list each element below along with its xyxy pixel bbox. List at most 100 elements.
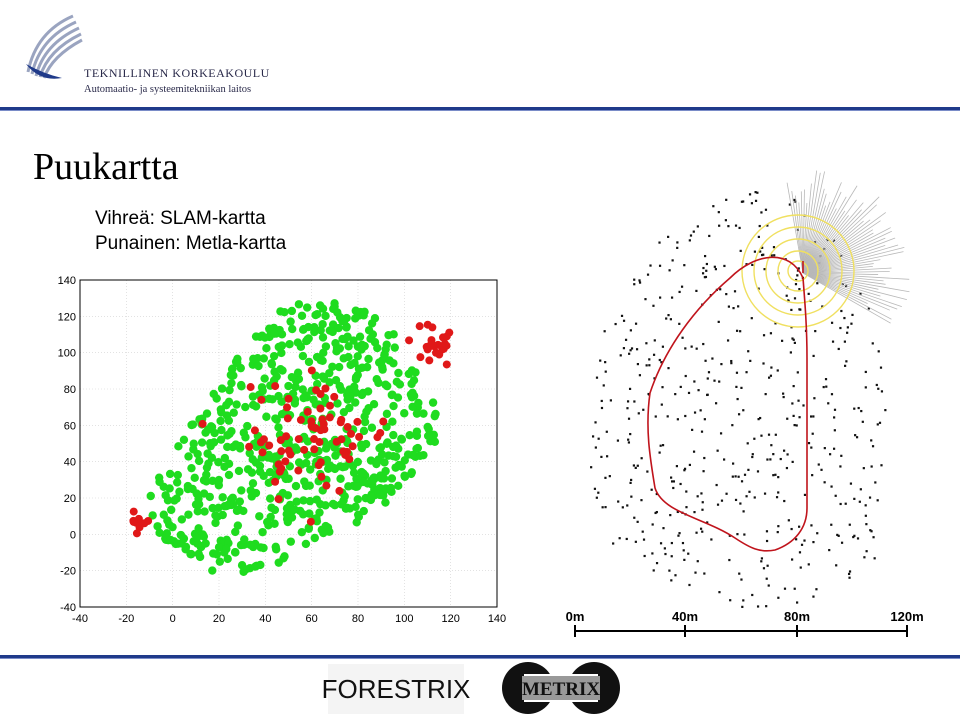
metla-point	[310, 435, 319, 444]
scan-tree-point	[786, 417, 789, 420]
scan-tree-point	[775, 496, 779, 499]
slam-point	[256, 560, 265, 570]
metrix-logo: METRIX	[502, 662, 620, 714]
scan-tree-point	[688, 463, 691, 467]
scan-tree-point	[792, 414, 795, 417]
scan-tree-point	[688, 239, 691, 242]
scan-ray	[802, 272, 907, 301]
scan-tree-point	[807, 442, 811, 445]
metla-point	[427, 341, 436, 350]
scan-tree-point	[783, 499, 786, 503]
slam-point	[194, 524, 203, 533]
metla-point	[283, 403, 292, 412]
metla-point	[271, 477, 280, 486]
scan-tree-point	[716, 503, 720, 506]
scan-ray	[802, 210, 846, 274]
slam-point	[359, 426, 369, 436]
scan-ray	[802, 272, 881, 297]
scan-tree-point	[759, 250, 762, 253]
sensor-circle	[787, 260, 809, 282]
scan-ray	[802, 215, 849, 274]
scan-tree-point	[865, 523, 868, 526]
slam-point	[318, 372, 327, 381]
slam-point	[319, 348, 328, 358]
x-tick-label: 0	[170, 613, 176, 625]
scan-tree-point	[735, 385, 738, 388]
slam-point	[400, 472, 410, 481]
slam-point	[272, 415, 281, 424]
scan-tree-point	[599, 359, 602, 362]
scan-tree-point	[756, 605, 760, 608]
plot-frame	[79, 279, 498, 608]
slam-point	[240, 535, 249, 544]
scan-tree-point	[871, 342, 874, 345]
scan-tree-point	[663, 547, 666, 550]
scan-tree-point	[776, 530, 779, 534]
slam-point	[408, 450, 417, 460]
scan-tree-point	[770, 444, 773, 447]
scan-tree-point	[648, 364, 651, 367]
slam-point	[246, 486, 255, 495]
scan-tree-point	[746, 442, 749, 445]
scan-tree-point	[620, 314, 624, 317]
scan-tree-point	[750, 317, 753, 320]
scan-tree-point	[871, 445, 875, 448]
scan-tree-point	[604, 506, 607, 509]
scan-tree-point	[767, 433, 771, 436]
scan-tree-point	[684, 374, 687, 378]
scan-tree-point	[655, 510, 658, 514]
chart-axes	[79, 279, 498, 608]
slam-point	[428, 398, 438, 407]
slam-point	[389, 330, 398, 339]
scan-tree-point	[798, 525, 801, 528]
slam-point	[214, 543, 224, 552]
scan-tree-point	[636, 464, 639, 467]
slam-point	[412, 409, 422, 418]
slam-point	[290, 505, 299, 514]
scan-tree-point	[786, 453, 789, 456]
metla-point	[308, 422, 317, 431]
scan-tree-point	[676, 510, 679, 514]
slam-point	[210, 428, 219, 438]
slam-point	[328, 327, 337, 337]
scan-tree-point	[777, 491, 780, 494]
slam-point	[390, 343, 399, 352]
slam-point	[236, 380, 246, 390]
scan-tree-point	[687, 552, 690, 555]
slam-point	[202, 409, 212, 418]
scan-ray	[802, 202, 864, 274]
slam-point	[263, 517, 272, 527]
scan-ray	[802, 272, 902, 308]
metla-point	[442, 332, 451, 341]
slam-point	[297, 311, 307, 320]
scan-tree-point	[754, 191, 757, 194]
metla-point	[246, 383, 255, 392]
y-tick-label: 100	[58, 348, 76, 360]
slam-point	[173, 539, 183, 548]
scan-tree-point	[692, 230, 695, 233]
scan-tree-point	[774, 322, 777, 325]
scan-tree-point	[658, 451, 661, 454]
scan-tree-point	[590, 466, 593, 469]
metla-point	[132, 529, 141, 538]
scan-tree-point	[645, 342, 648, 345]
slam-point	[380, 458, 389, 467]
slam-point	[202, 477, 211, 486]
slam-point	[319, 528, 328, 538]
slam-point	[255, 467, 265, 476]
scan-tree-point	[735, 329, 739, 332]
metla-point	[296, 415, 305, 424]
scan-tree-point	[630, 478, 633, 482]
scan-tree-point	[747, 350, 750, 353]
scan-tree-point	[659, 444, 662, 447]
scan-tree-point	[655, 492, 658, 496]
metla-point	[294, 435, 303, 444]
slam-point	[209, 438, 219, 447]
slam-point	[167, 505, 176, 515]
scan-tree-point	[723, 264, 726, 268]
scan-tree-point	[702, 266, 705, 270]
scan-tree-point	[834, 494, 837, 497]
slam-point	[334, 362, 344, 372]
scan-tree-point	[876, 499, 879, 502]
scan-tree-point	[848, 523, 851, 526]
